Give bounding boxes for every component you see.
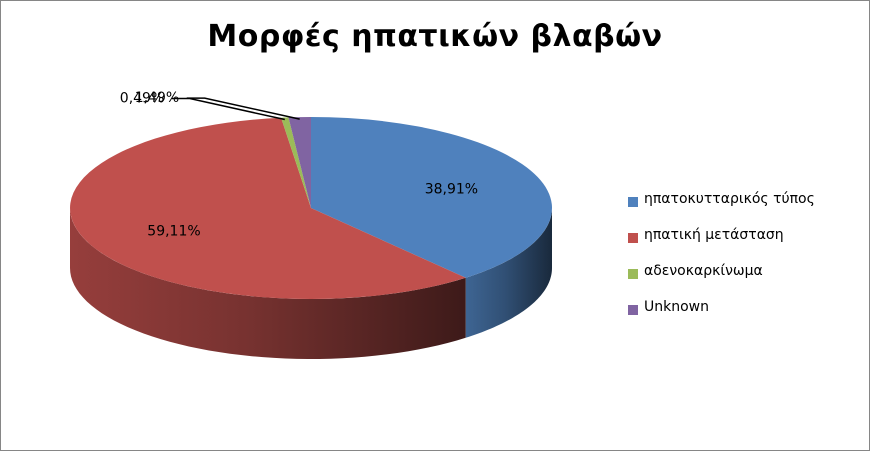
label-leader-line xyxy=(186,97,300,120)
legend-swatch xyxy=(628,233,638,243)
legend-label: Unknown xyxy=(644,299,709,315)
data-label: 0,49% xyxy=(120,91,164,107)
legend-swatch xyxy=(628,269,638,279)
legend-swatch xyxy=(628,197,638,207)
label-leader-line xyxy=(171,97,285,121)
data-label: 38,91% xyxy=(425,182,478,198)
pie-side-0 xyxy=(465,208,552,338)
pie-slice xyxy=(281,117,311,208)
data-label: 1,49% xyxy=(135,90,179,106)
pie-side-1 xyxy=(70,208,466,359)
pie-slice xyxy=(311,116,553,278)
legend-label: αδενοκαρκίνωμα xyxy=(644,263,763,279)
legend-label: ηπατική μετάσταση xyxy=(644,227,784,243)
legend-swatch xyxy=(628,305,638,315)
chart-title: Μορφές ηπατικών βλαβών xyxy=(207,19,663,54)
legend-label: ηπατοκυτταρικός τύπος xyxy=(644,191,815,207)
pie-slice xyxy=(70,117,466,299)
pie-slice xyxy=(288,117,311,208)
data-label: 59,11% xyxy=(147,224,200,240)
